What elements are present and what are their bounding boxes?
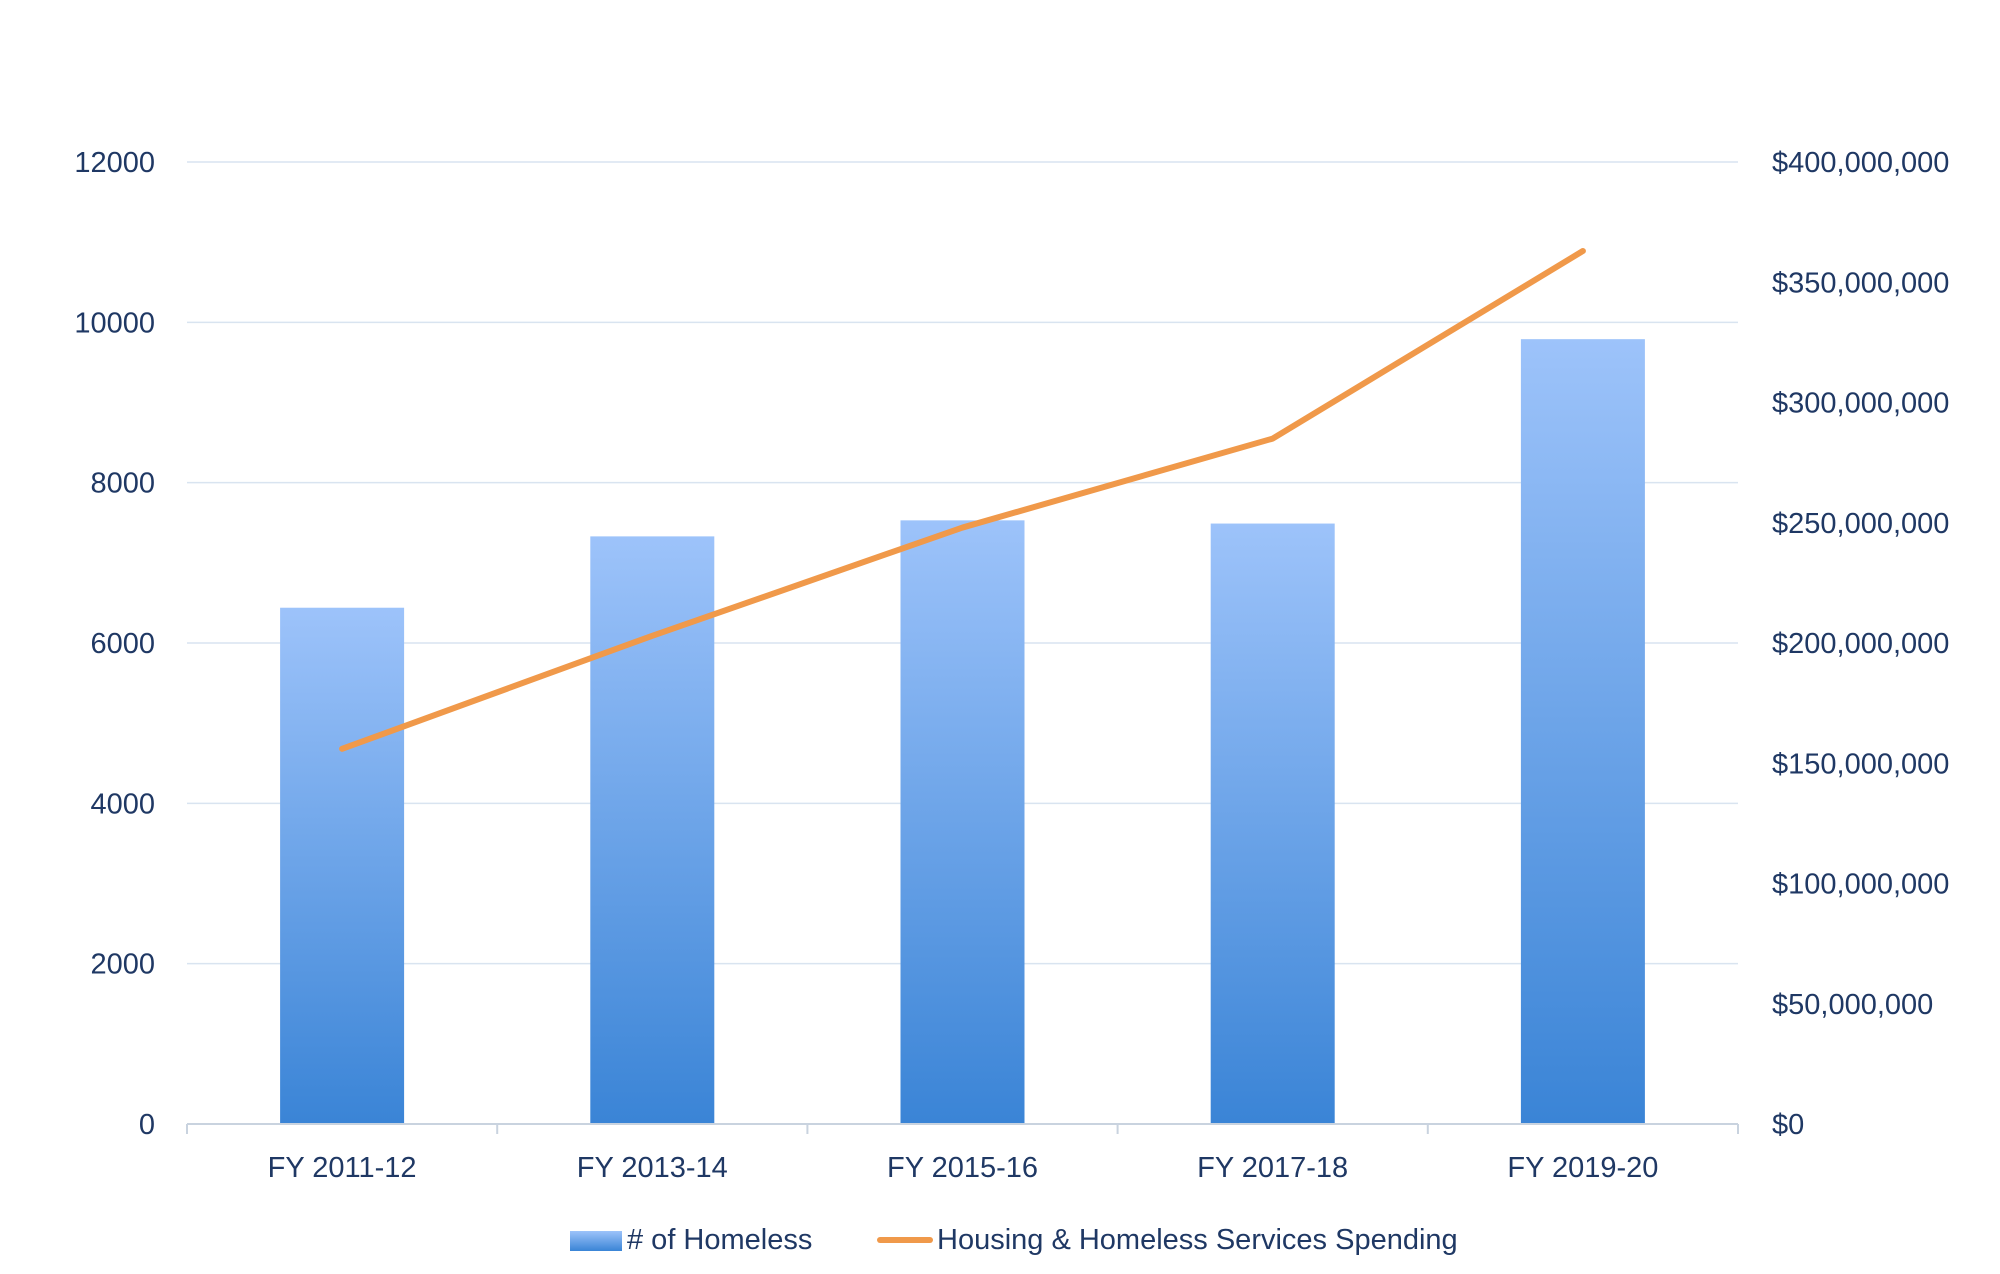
y-tick-label: 12000 — [74, 147, 155, 179]
legend-swatch-homeless — [570, 1231, 622, 1251]
bar-series-homeless — [280, 339, 1645, 1124]
bar-homeless — [1520, 339, 1645, 1124]
x-tick-label: FY 2017-18 — [1197, 1152, 1348, 1184]
x-tick-label: FY 2015-16 — [887, 1152, 1038, 1184]
x-tick-label: FY 2019-20 — [1507, 1152, 1658, 1184]
bar-homeless — [900, 520, 1025, 1124]
y2-tick-label: $300,000,000 — [1772, 388, 1949, 420]
y2-tick-label: $50,000,000 — [1772, 989, 1933, 1021]
y2-tick-label: $200,000,000 — [1772, 628, 1949, 660]
legend-label-homeless: # of Homeless — [627, 1224, 812, 1256]
y2-tick-label: $350,000,000 — [1772, 267, 1949, 299]
y2-tick-label: $250,000,000 — [1772, 508, 1949, 540]
y-tick-label: 10000 — [74, 307, 155, 339]
y-tick-label: 0 — [139, 1109, 155, 1141]
axis-labels: 0 2000 4000 6000 8000 10000 12000 $0 $50,000,000… — [74, 147, 1949, 1184]
y2-tick-label: $0 — [1772, 1109, 1804, 1141]
y-tick-label: 8000 — [90, 468, 155, 500]
x-tick-label: FY 2011-12 — [268, 1152, 417, 1184]
y2-tick-label: $400,000,000 — [1772, 147, 1949, 179]
bar-homeless — [1210, 523, 1335, 1124]
x-tick-label: FY 2013-14 — [577, 1152, 728, 1184]
legend: # of Homeless Housing & Homeless Services… — [570, 1224, 1458, 1256]
line-series-spending — [339, 247, 1586, 752]
bar-homeless — [590, 536, 715, 1124]
y-tick-label: 2000 — [90, 949, 155, 981]
y2-tick-label: $150,000,000 — [1772, 748, 1949, 780]
x-axis — [186, 1123, 1739, 1134]
y-tick-label: 4000 — [90, 788, 155, 820]
legend-label-spending: Housing & Homeless Services Spending — [937, 1224, 1458, 1256]
y2-tick-label: $100,000,000 — [1772, 869, 1949, 901]
y-tick-label: 6000 — [90, 628, 155, 660]
bar-homeless — [280, 607, 405, 1124]
